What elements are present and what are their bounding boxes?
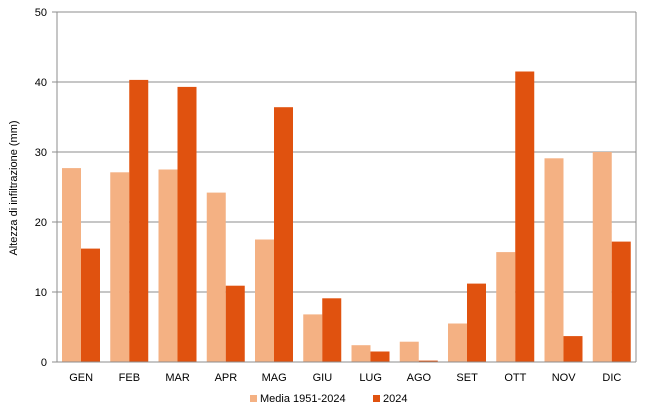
x-tick-label: APR: [215, 372, 238, 384]
x-tick-label: NOV: [552, 372, 577, 384]
bar-media-gen: [62, 168, 81, 362]
legend-label: Media 1951-2024: [260, 393, 346, 405]
bar-2024-lug: [370, 351, 390, 362]
bar-media-mag: [255, 239, 274, 362]
bar-2024-feb: [129, 79, 149, 363]
x-tick-label: AGO: [407, 372, 432, 384]
x-tick-label: DIC: [602, 372, 621, 384]
x-tick-labels: GEN FEB MAR APR MAG GIU LUG AGO SET OTT NOV DIC: [69, 372, 621, 384]
bar-2024-dic: [611, 241, 631, 362]
x-tick-label: GEN: [69, 372, 93, 384]
bar-media-lug: [351, 345, 371, 362]
bar-2024-giu: [322, 298, 342, 362]
y-tick-label: 0: [41, 357, 47, 369]
legend: Media 1951-2024 2024: [250, 393, 407, 405]
bar-media-mar: [158, 169, 178, 362]
y-tick-labels: 0 10 20 30 40 50: [35, 7, 57, 369]
x-tick-label: GIU: [313, 372, 333, 384]
bar-media-apr: [206, 192, 226, 362]
x-tick-label: OTT: [504, 372, 526, 384]
bar-2024-mag: [274, 107, 293, 362]
y-axis-label: Altezza di infiltrazione (mm): [8, 120, 20, 255]
bar-media-set: [448, 323, 467, 362]
y-tick-label: 40: [35, 77, 47, 89]
bars: [62, 71, 631, 363]
y-tick-label: 10: [35, 287, 47, 299]
legend-swatch: [373, 395, 380, 402]
bar-2024-set: [467, 283, 486, 362]
bar-media-feb: [110, 172, 130, 362]
bar-2024-ago: [418, 360, 438, 362]
x-tick-label: MAG: [262, 372, 287, 384]
y-tick-label: 20: [35, 217, 47, 229]
x-tick-label: FEB: [119, 372, 140, 384]
x-tick-label: SET: [456, 372, 478, 384]
bar-2024-mar: [177, 86, 197, 363]
x-tick-label: MAR: [165, 372, 190, 384]
bar-2024-nov: [563, 336, 583, 362]
gridlines: [57, 11, 637, 362]
legend-label: 2024: [383, 393, 407, 405]
bar-2024-ott: [515, 71, 535, 362]
bar-media-ott: [496, 252, 516, 362]
bar-2024-apr: [225, 285, 245, 362]
x-tick-label: LUG: [359, 372, 382, 384]
bar-media-giu: [303, 314, 323, 362]
bar-media-ago: [399, 341, 419, 362]
bar-media-nov: [544, 158, 564, 362]
bar-2024-gen: [81, 248, 100, 362]
bar-media-dic: [592, 152, 612, 362]
legend-swatch: [250, 395, 257, 402]
y-tick-label: 30: [35, 147, 47, 159]
y-tick-label: 50: [35, 7, 47, 19]
